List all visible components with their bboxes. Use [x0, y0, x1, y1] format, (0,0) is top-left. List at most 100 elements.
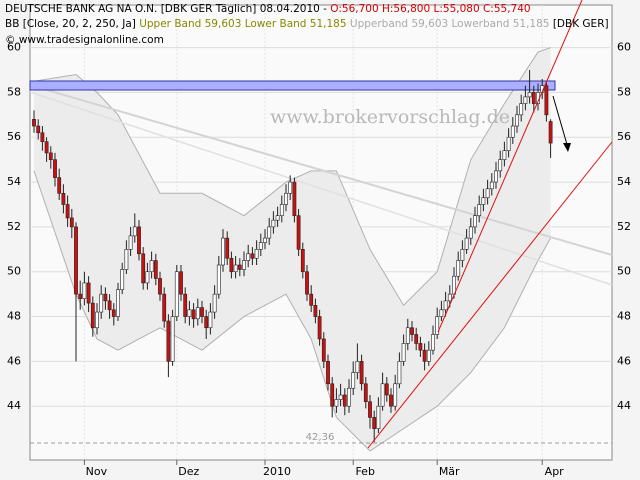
y-tick-label: 46 [7, 354, 21, 367]
candle-body [187, 309, 192, 317]
y-tick-label: 52 [7, 220, 21, 233]
candle-body [418, 343, 423, 351]
candle-body [141, 253, 146, 284]
candle-body [464, 237, 469, 250]
symbol: [DBK GER] [553, 18, 609, 30]
candle-body [510, 125, 515, 138]
candle-body [195, 307, 200, 320]
candle-body [204, 316, 209, 329]
candle-body [305, 271, 309, 295]
candle-body [477, 204, 482, 216]
candle-body [82, 282, 87, 299]
candle-body [279, 204, 284, 216]
candle-body [61, 192, 66, 205]
candle-body [544, 85, 549, 116]
candle-body [426, 349, 431, 362]
header-line: DEUTSCHE BANK AG NA O.N. [DBK GER Täglic… [5, 3, 531, 15]
candle-body [548, 121, 553, 144]
candle-body [111, 309, 116, 317]
candle-body [523, 96, 528, 104]
candle-body [86, 282, 91, 304]
candle-body [107, 300, 112, 311]
source: © www.tradesignalonline.com [5, 34, 164, 46]
candle-body [95, 311, 99, 329]
candle-body [456, 260, 461, 277]
candle-body [288, 181, 293, 194]
candle-body [124, 249, 129, 270]
candle-body [481, 197, 486, 205]
candle-body [439, 309, 444, 317]
candle-body [384, 383, 389, 396]
candle-body [246, 253, 251, 261]
candle-body [300, 249, 305, 273]
x-tick-label: Apr [545, 465, 565, 478]
header-title: DEUTSCHE BANK AG NA O.N. [DBK GER Täglic… [5, 3, 327, 15]
candle-body [208, 311, 213, 329]
trend-line [29, 91, 613, 286]
candle-body [368, 401, 372, 418]
candle-body [397, 361, 402, 385]
candle-body [414, 334, 419, 344]
candle-body [422, 349, 427, 362]
x-tick-label: Mär [439, 465, 460, 478]
candle-body [242, 260, 246, 270]
candle-body [48, 152, 53, 160]
candle-body [313, 305, 318, 317]
candle-body [389, 394, 393, 407]
candle-body [431, 334, 435, 351]
x-tick-label: Feb [355, 465, 374, 478]
candle-body [166, 320, 171, 362]
candle-body [36, 125, 41, 134]
candle-body [162, 293, 167, 322]
candle-body [78, 293, 83, 299]
upper-band [33, 47, 551, 307]
candle-body [174, 271, 179, 317]
candle-body [309, 293, 314, 306]
candle-body [90, 302, 95, 329]
candle-body [380, 383, 385, 407]
x-tick-label: Dez [178, 465, 199, 478]
bands-text: Upperband 59,603 Lowerband 51,185 [350, 18, 550, 30]
candle-body [351, 372, 356, 389]
candle-body [376, 405, 381, 429]
candle-body [502, 150, 507, 160]
candle-body [531, 92, 536, 104]
y-tick-label: 48 [7, 310, 21, 323]
y-tick-label: 48 [617, 310, 631, 323]
low-marker-label: 42,36 [306, 432, 335, 443]
lower-band [33, 170, 552, 452]
candle-body [342, 394, 347, 407]
candles [32, 70, 553, 443]
candle-body [212, 293, 217, 313]
candle-body [519, 103, 524, 116]
candle-body [170, 316, 175, 362]
candle-body [355, 361, 360, 373]
y-tick-label: 56 [7, 130, 21, 143]
candle-body [405, 327, 410, 344]
candle-body [506, 136, 511, 151]
y-tick-label: 50 [617, 265, 631, 278]
y-tick-label: 60 [7, 41, 21, 54]
candle-body [137, 226, 141, 255]
y-tick-label: 50 [7, 265, 21, 278]
candle-body [317, 316, 322, 340]
candle-body [515, 114, 519, 127]
candle-body [237, 264, 242, 270]
candle-body [296, 215, 301, 250]
y-tick-label: 54 [7, 175, 21, 188]
y-tick-label: 58 [7, 85, 21, 98]
x-tick-label: Nov [86, 465, 108, 478]
candle-body [489, 181, 494, 190]
y-tick-label: 44 [7, 399, 21, 412]
candle-body [229, 257, 234, 273]
trend-line [29, 84, 613, 256]
candle-body [32, 119, 36, 127]
trend-line [437, 0, 583, 333]
candle-body [393, 383, 398, 407]
candle-body [145, 271, 150, 284]
indicator: BB [Close, 20, 2, 250, Ja] [5, 18, 136, 30]
candle-body [363, 383, 368, 403]
header-line: BB [Close, 20, 2, 250, Ja] Upper Band 59… [5, 18, 609, 30]
